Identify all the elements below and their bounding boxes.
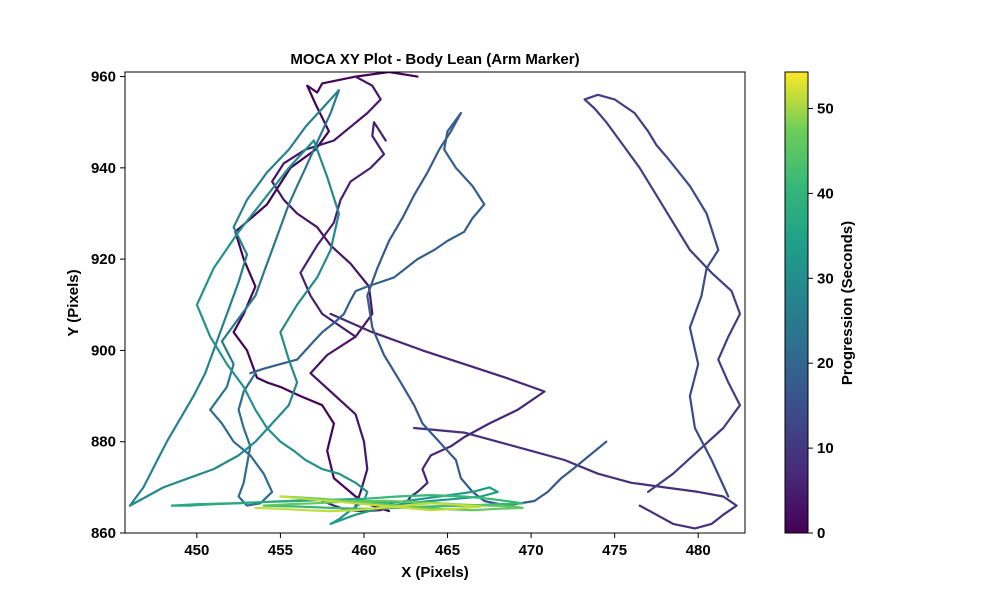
trace-segment-12	[128, 139, 340, 507]
trace-segment-9	[209, 372, 274, 507]
chart-title: MOCA XY Plot - Body Lean (Arm Marker)	[290, 51, 579, 68]
colorbar-tick-label: 40	[817, 185, 834, 202]
y-tick-label: 960	[91, 69, 116, 86]
y-tick-label: 880	[91, 434, 116, 451]
colorbar-tick-label: 0	[817, 525, 825, 542]
trace-segment-17	[262, 495, 524, 512]
colorbar-tick-label: 10	[817, 440, 834, 457]
x-tick-label: 470	[519, 542, 544, 559]
y-axis: 860 880 900 920 940 960	[91, 69, 125, 542]
trace-segment-13	[195, 139, 369, 526]
y-tick-label: 900	[91, 342, 116, 359]
trace-segment-10	[209, 89, 340, 411]
x-tick-label: 480	[686, 542, 711, 559]
trace-segment-6	[666, 157, 730, 498]
x-tick-label: 450	[184, 542, 209, 559]
colorbar-tick-label: 30	[817, 270, 834, 287]
x-tick-label: 455	[268, 542, 293, 559]
trace-segment-5	[583, 93, 742, 493]
x-tick-label: 465	[435, 542, 460, 559]
x-axis-label: X (Pixels)	[401, 564, 469, 581]
y-tick-label: 920	[91, 251, 116, 268]
y-axis-label: Y (Pixels)	[65, 269, 82, 336]
colorbar	[784, 71, 809, 534]
trace-segment-16	[262, 494, 524, 510]
colorbar-axis: 0 10 20 30 40 50	[808, 101, 834, 542]
trace-segment-1	[271, 75, 382, 507]
x-tick-label: 475	[602, 542, 627, 559]
colorbar-tick-label: 50	[817, 101, 834, 118]
colorbar-tick-label: 20	[817, 355, 834, 372]
trace-segment-7	[366, 111, 608, 507]
trace-segment-2	[299, 121, 387, 338]
trace-segment-8	[249, 111, 486, 375]
trace-segment-18	[254, 495, 483, 513]
y-tick-label: 860	[91, 525, 116, 542]
trace-segment-4	[413, 426, 738, 530]
plot-traces	[128, 72, 742, 530]
colorbar-label: Progression (Seconds)	[839, 221, 856, 385]
trace-segment-0	[232, 72, 419, 513]
x-axis: 450 455 460 465 470 475 480	[184, 533, 711, 559]
x-tick-label: 460	[351, 542, 376, 559]
y-tick-label: 940	[91, 160, 116, 177]
plot-frame	[124, 71, 746, 534]
trace-segment-11	[128, 89, 340, 507]
